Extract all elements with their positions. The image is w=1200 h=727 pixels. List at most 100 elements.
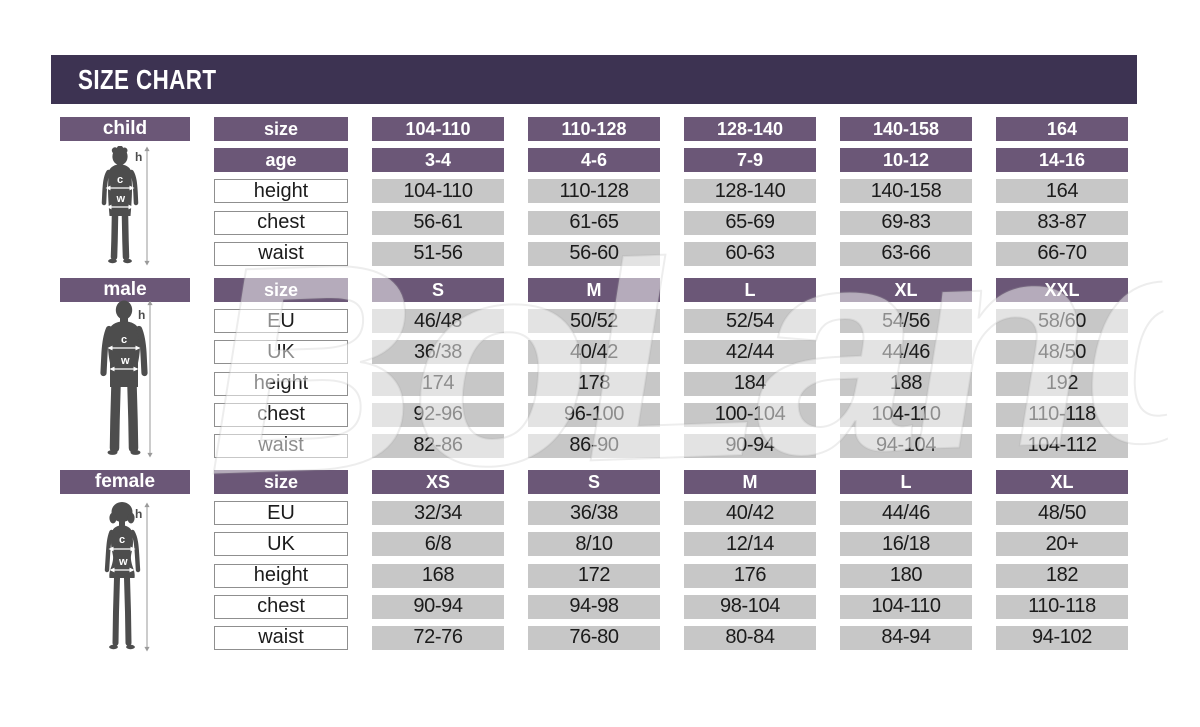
value-cell: 184: [684, 371, 816, 396]
value-cell: 40/42: [528, 340, 660, 365]
value-cell: 96-100: [528, 402, 660, 427]
male-torso: [108, 321, 140, 387]
child-foot-left: [108, 258, 117, 264]
child-leg-left: [110, 212, 119, 261]
value-cell: 104-110: [840, 402, 972, 427]
value-cell: 56-60: [528, 241, 660, 266]
value-cell: 48/50: [996, 340, 1128, 365]
column-header: 104-110: [372, 117, 504, 141]
section-male: male size S M L XL XXL EU 46/48 50/52 52/54 54/56 58…: [60, 278, 1128, 458]
row-header-size: size: [214, 278, 348, 302]
female-neck: [119, 519, 125, 526]
female-silhouette: h c w: [104, 502, 150, 652]
chest-arrowhead-right: [130, 546, 136, 552]
value-cell: 174: [372, 371, 504, 396]
section-female: female size XS S M L XL EU 32/34 36/38 40/42 44/46 4…: [60, 470, 1128, 652]
column-header: XXL: [996, 278, 1128, 302]
value-cell: 188: [840, 371, 972, 396]
row-label-EU: EU: [214, 501, 348, 526]
value-cell: 128-140: [684, 179, 816, 204]
female-hair: [111, 502, 133, 522]
value-cell: 72-76: [372, 625, 504, 650]
row-label-height: height: [214, 179, 348, 204]
value-cell: 80-84: [684, 625, 816, 650]
value-cell: 10-12: [840, 148, 972, 173]
value-cell: 110-118: [996, 402, 1128, 427]
value-cell: 82-86: [372, 433, 504, 458]
value-cell: 60-63: [684, 241, 816, 266]
male-neck: [120, 315, 128, 323]
male-arm-right: [135, 325, 148, 377]
value-cell: 94-102: [996, 625, 1128, 650]
value-cell: 94-104: [840, 433, 972, 458]
value-cell: 63-66: [840, 241, 972, 266]
value-cell: 84-94: [840, 625, 972, 650]
male-figure: h c w: [100, 300, 156, 458]
height-arrowhead-bottom: [147, 452, 153, 458]
value-cell: 46/48: [372, 309, 504, 334]
height-letter: h: [135, 150, 142, 164]
value-cell: 40/42: [684, 501, 816, 526]
height-arrowhead-bottom: [144, 260, 150, 266]
waist-letter: w: [116, 193, 126, 205]
value-cell: 51-56: [372, 241, 504, 266]
child-arm-right: [129, 169, 139, 206]
value-cell: 3-4: [372, 148, 504, 173]
chest-arrowhead-right: [129, 185, 135, 191]
child-silhouette: h c w: [101, 146, 150, 266]
male-foot-left: [107, 450, 118, 455]
section-label-female: female: [60, 470, 190, 494]
value-cell: 65-69: [684, 210, 816, 235]
value-cell: 90-94: [372, 594, 504, 619]
male-head: [115, 300, 133, 320]
child-arm-left: [101, 169, 111, 206]
column-header: 128-140: [684, 117, 816, 141]
height-arrowhead-bottom: [144, 646, 150, 652]
value-cell: 104-110: [840, 594, 972, 619]
column-header: XL: [840, 278, 972, 302]
chest-arrowhead-left: [105, 185, 111, 191]
section-label-male: male: [60, 278, 190, 302]
value-cell: 178: [528, 371, 660, 396]
value-cell: 94-98: [528, 594, 660, 619]
female-foot-right: [126, 644, 135, 650]
row-label-chest: chest: [214, 594, 348, 619]
female-torso: [109, 525, 135, 578]
value-cell: 58/60: [996, 309, 1128, 334]
child-leg-right: [121, 212, 130, 261]
value-cell: 182: [996, 563, 1128, 588]
chest-letter: c: [117, 174, 123, 186]
height-letter: h: [135, 507, 142, 521]
male-leg-right: [127, 380, 139, 453]
waist-letter: w: [120, 355, 130, 367]
value-cell: 110-128: [528, 179, 660, 204]
row-label-chest: chest: [214, 402, 348, 427]
value-cell: 69-83: [840, 210, 972, 235]
value-cell: 192: [996, 371, 1128, 396]
value-cell: 140-158: [840, 179, 972, 204]
value-cell: 83-87: [996, 210, 1128, 235]
female-hair: [109, 512, 117, 524]
row-label-waist: waist: [214, 241, 348, 266]
value-cell: 172: [528, 563, 660, 588]
value-cell: 104-110: [372, 179, 504, 204]
column-header: S: [372, 278, 504, 302]
male-foot-right: [130, 450, 141, 455]
child-foot-right: [123, 258, 132, 264]
value-cell: 90-94: [684, 433, 816, 458]
value-cell: 6/8: [372, 532, 504, 557]
male-silhouette: h c w: [100, 300, 153, 458]
row-header-size: size: [214, 470, 348, 494]
waist-arrowhead-right: [133, 366, 139, 372]
value-cell: 4-6: [528, 148, 660, 173]
value-cell: 44/46: [840, 340, 972, 365]
row-label-UK: UK: [214, 532, 348, 557]
value-cell: 7-9: [684, 148, 816, 173]
row-label-UK: UK: [214, 340, 348, 365]
row-label-EU: EU: [214, 309, 348, 334]
waist-letter: w: [118, 556, 128, 568]
value-cell: 36/38: [372, 340, 504, 365]
chest-arrowhead-left: [107, 345, 113, 351]
waist-arrowhead-right: [129, 567, 135, 573]
